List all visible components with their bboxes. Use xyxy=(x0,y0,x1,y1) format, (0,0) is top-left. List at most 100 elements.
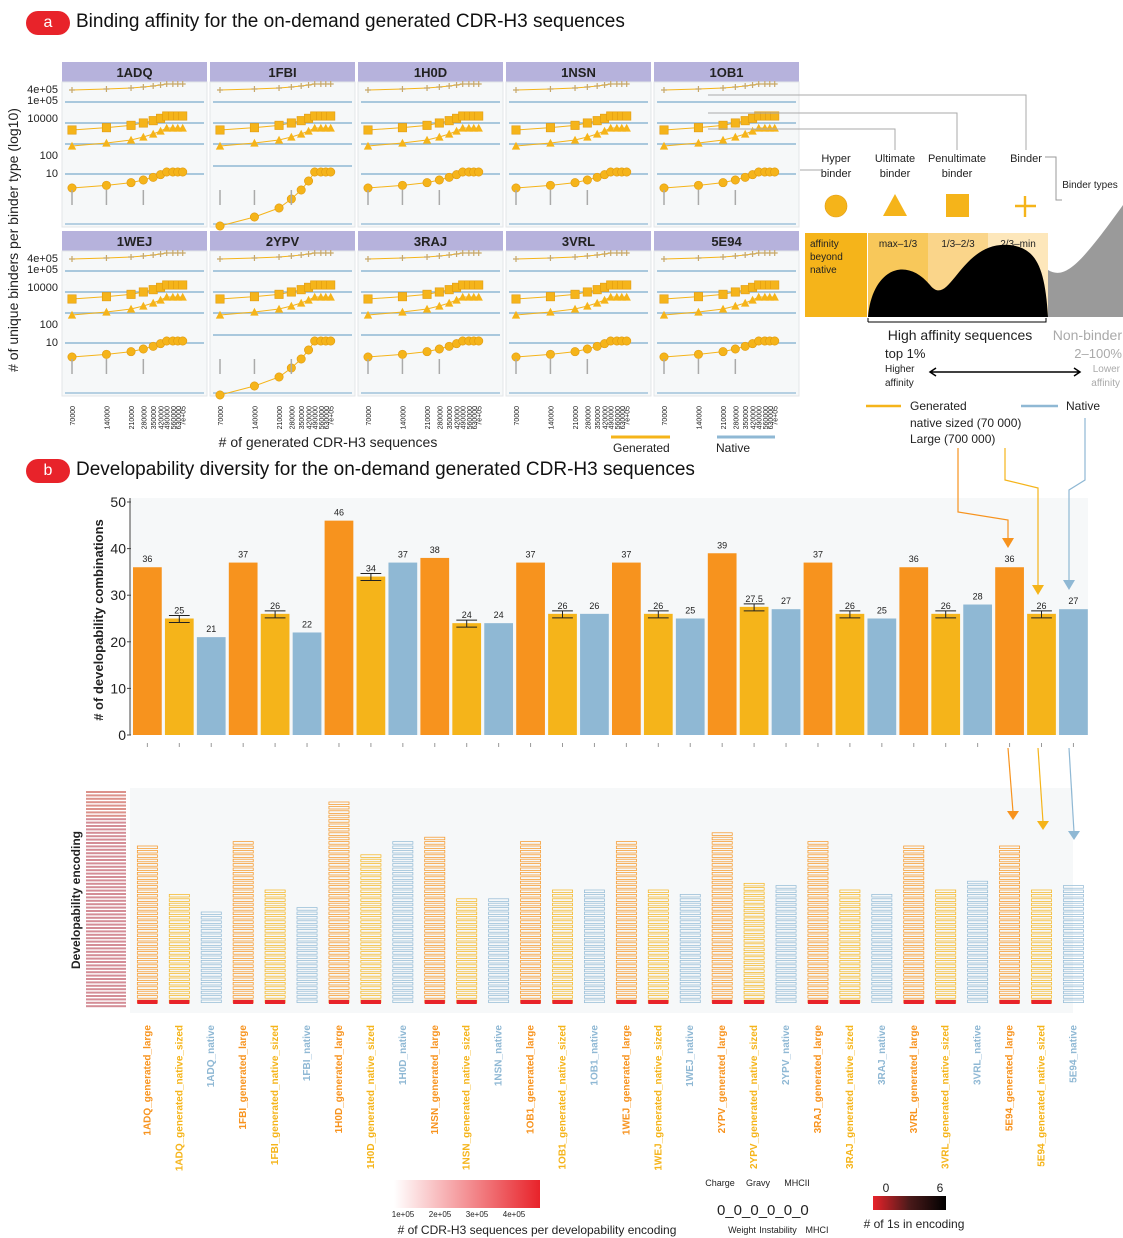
section-b-title: Developability diversity for the on-dema… xyxy=(76,459,695,480)
heatmap-cell-1ADQ_native xyxy=(200,982,222,986)
heatmap-cell-1ADQ_generated_large xyxy=(136,964,158,968)
plus-point xyxy=(513,87,519,93)
y-tick: 1e+05 xyxy=(27,95,58,107)
heatmap-cell-1ADQ_generated_large xyxy=(136,876,158,880)
heatmap-cell-1FBI_native xyxy=(296,982,318,986)
heatmap-cell-5E94_generated_native_sized xyxy=(1031,907,1052,911)
square-point xyxy=(274,289,284,299)
heatmap-cell-1ADQ_generated_large xyxy=(136,894,158,898)
heatmap-cell-1NSN_native xyxy=(488,929,510,933)
heatmap-cell-1FBI_native xyxy=(296,911,318,915)
triangle-point xyxy=(435,132,444,141)
heatmap-cell-5E94_generated_large xyxy=(999,964,1020,968)
heatmap-cell-3RAJ_generated_large xyxy=(807,894,829,898)
circle-point xyxy=(570,178,580,188)
x-tick: 70000 xyxy=(514,406,521,426)
encoding-row-label xyxy=(86,903,126,906)
heatmap-cell-5E94_native xyxy=(1063,902,1084,907)
heatmap-cell-1ADQ_native xyxy=(200,995,222,999)
heatmap-cell-1ADQ_generated_large xyxy=(136,885,158,889)
heatmap-cell-1ADQ_generated_large xyxy=(136,995,158,999)
heatmap-cell-1OB1_generated_native_sized xyxy=(552,951,573,955)
heatmap-cell-2YPV_generated_large xyxy=(711,986,733,990)
heatmap-cell-1NSN_native xyxy=(488,999,510,1003)
bar-label-1ADQ_generated_native_sized: 25 xyxy=(174,606,184,616)
plus-point xyxy=(572,254,579,260)
plus-point xyxy=(399,255,406,261)
heatmap-cell-1FBI_generated_large xyxy=(232,916,254,920)
x-label-5E94_native: 5E94_native xyxy=(1068,1025,1079,1083)
heatmap-cell-1NSN_generated_large xyxy=(424,880,446,885)
square-point xyxy=(326,111,336,121)
bar-y-tick: 50 xyxy=(110,494,126,510)
heatmap-cell-3VRL_native xyxy=(967,982,989,986)
triangle-point xyxy=(458,123,467,132)
triangle-point xyxy=(583,301,592,310)
circle-point xyxy=(545,180,555,190)
encoding-row-label xyxy=(86,862,126,865)
colorbar-tick: 3e+05 xyxy=(466,1210,489,1219)
heatmap-cell-1WEJ_native xyxy=(679,995,701,999)
heatmap-cell-3VRL_native xyxy=(967,924,989,929)
heatmap-cell-5E94_native xyxy=(1063,894,1084,898)
heatmap-cell-1WEJ_generated_large xyxy=(615,889,637,893)
encoding-row-label xyxy=(86,988,126,991)
heatmap-cell-2YPV_generated_large xyxy=(711,924,733,929)
circle-point xyxy=(101,180,111,190)
circle-point xyxy=(434,344,444,354)
plus-point xyxy=(327,81,334,87)
encoding-row-label xyxy=(86,974,126,977)
heatmap-cell-1OB1_generated_large xyxy=(520,968,541,973)
heatmap-cell-2YPV_generated_large xyxy=(711,832,733,836)
heatmap-cell-3RAJ_native xyxy=(871,986,893,990)
heatmap-cell-3VRL_generated_large xyxy=(903,867,925,871)
x-label-1NSN_generated_native_sized: 1NSN_generated_native_sized xyxy=(462,1025,473,1170)
colorbar-tick: 4e+05 xyxy=(503,1210,526,1219)
bar-1WEJ_generated_native_sized xyxy=(643,613,673,735)
triangle-point xyxy=(326,292,335,301)
heatmap-cell-5E94_generated_native_sized xyxy=(1031,960,1052,964)
heatmap-cell-2YPV_native xyxy=(775,986,797,990)
heatmap-cell-1H0D_native xyxy=(392,929,414,933)
x-label-1H0D_generated_native_sized: 1H0D_generated_native_sized xyxy=(366,1025,377,1169)
triangle-point xyxy=(452,295,461,304)
triangle-point xyxy=(583,132,592,141)
square-point xyxy=(511,125,521,135)
plus-point xyxy=(749,251,756,257)
heatmap-cell-3RAJ_native xyxy=(871,907,893,911)
heatmap-cell-1ADQ_generated_large xyxy=(136,951,158,955)
heatmap-cell-1ADQ_generated_native_sized xyxy=(168,924,190,929)
triangle-point xyxy=(511,141,521,150)
encoding-row-label xyxy=(86,933,126,936)
heatmap-cell-1ADQ_generated_native_sized xyxy=(168,960,190,964)
plus-point xyxy=(572,85,579,91)
heatmap-cell-5E94_generated_large xyxy=(999,845,1020,849)
y-tick: 10 xyxy=(46,168,58,180)
heatmap-cell-5E94_native xyxy=(1063,942,1084,946)
square-point xyxy=(582,118,592,128)
heatmap-cell-1WEJ_native xyxy=(679,951,701,955)
colorbar-tick: 2e+05 xyxy=(429,1210,452,1219)
x-label-3VRL_native: 3VRL_native xyxy=(973,1025,984,1085)
heatmap-cell-1FBI_generated_large xyxy=(232,867,254,871)
triangle-point xyxy=(600,295,609,304)
heatmap-cell-1FBI_native xyxy=(296,916,318,920)
triangle-point xyxy=(102,307,111,316)
heatmap-cell-2YPV_generated_large xyxy=(711,902,733,907)
heatmap-cell-3VRL_native xyxy=(967,995,989,999)
square-point xyxy=(622,280,632,290)
heatmap-cell-3RAJ_generated_large xyxy=(807,872,829,876)
triangle-point xyxy=(215,310,225,319)
encoding-row-label xyxy=(86,821,126,824)
heatmap-cell-1H0D_native xyxy=(392,885,414,889)
error-bar-1WEJ_generated_native_sized xyxy=(647,610,669,619)
heatmap-cell-1OB1_generated_large xyxy=(520,955,541,959)
heatmap-cell-3VRL_generated_native_sized xyxy=(935,968,957,973)
legend-generated-label: Generated xyxy=(613,441,670,455)
heatmap-cell-1H0D_generated_native_sized xyxy=(360,894,382,898)
heatmap-cell-2YPV_native xyxy=(775,982,797,986)
heatmap-cell-5E94_native xyxy=(1063,955,1084,959)
circle-point xyxy=(249,212,259,222)
heatmap-cell-5E94_native xyxy=(1063,924,1084,929)
